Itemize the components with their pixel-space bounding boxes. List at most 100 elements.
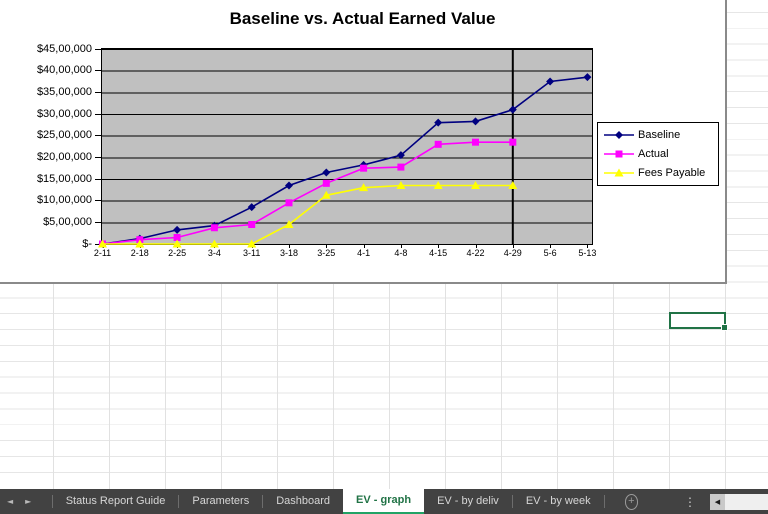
x-tick-mark bbox=[289, 244, 290, 248]
data-point-marker bbox=[471, 117, 480, 126]
data-point-marker bbox=[135, 239, 145, 248]
tab-separator bbox=[603, 495, 605, 508]
chart-legend[interactable]: Baseline Actual Fees Payable bbox=[597, 122, 719, 186]
selected-cell[interactable] bbox=[669, 312, 728, 331]
data-point-marker bbox=[397, 163, 405, 171]
x-tick-mark bbox=[363, 244, 365, 248]
data-point-marker bbox=[322, 179, 330, 187]
series-line-actual bbox=[102, 141, 513, 245]
tab-separator bbox=[51, 495, 53, 508]
data-point-marker bbox=[172, 239, 182, 248]
chart-object[interactable]: Baseline vs. Actual Earned Value $45,00,… bbox=[0, 0, 727, 284]
sheet-tab-ev-by-deliv[interactable]: EV - by deliv bbox=[437, 495, 499, 507]
x-tick-mark bbox=[587, 244, 589, 248]
sheet-tab-ev-by-week[interactable]: EV - by week bbox=[525, 495, 591, 507]
data-point-marker bbox=[509, 138, 517, 146]
y-tick-mark bbox=[95, 135, 102, 137]
data-point-marker bbox=[359, 183, 369, 192]
data-point-marker bbox=[614, 168, 624, 177]
legend-entry: Fees Payable bbox=[598, 164, 718, 182]
x-tick-label: 4-22 bbox=[466, 248, 485, 258]
series-line-fees-payable bbox=[102, 184, 513, 245]
x-tick-label: 3-18 bbox=[279, 248, 298, 258]
data-point-marker bbox=[284, 220, 294, 228]
data-point-marker bbox=[173, 225, 182, 234]
scrollbar-track[interactable] bbox=[725, 493, 768, 510]
x-tick-label: 5-6 bbox=[543, 248, 557, 258]
data-point-marker bbox=[433, 181, 443, 189]
data-point-marker bbox=[209, 239, 219, 248]
x-tick-label: 3-11 bbox=[243, 248, 261, 258]
data-point-marker bbox=[321, 190, 331, 199]
series-plot bbox=[98, 49, 592, 248]
x-tick-label: 5-13 bbox=[578, 248, 597, 258]
y-tick-mark bbox=[95, 91, 102, 93]
data-point-marker bbox=[285, 199, 293, 207]
data-point-marker bbox=[615, 130, 623, 139]
x-tick-label: 2-11 bbox=[93, 248, 112, 258]
tab-scroll-right-icon[interactable]: ► bbox=[25, 497, 32, 506]
x-tick-mark bbox=[550, 244, 552, 248]
data-point-marker bbox=[247, 203, 256, 212]
new-sheet-button[interactable]: + bbox=[624, 493, 638, 510]
data-point-marker bbox=[248, 221, 256, 228]
data-point-marker bbox=[508, 181, 518, 189]
fill-handle[interactable] bbox=[721, 324, 728, 331]
data-point-marker bbox=[583, 73, 592, 82]
x-tick-mark bbox=[438, 244, 440, 248]
data-point-marker bbox=[247, 239, 257, 248]
x-tick-label: 4-15 bbox=[429, 248, 448, 258]
y-tick-label: $15,00,000 bbox=[36, 172, 92, 185]
y-tick-mark bbox=[95, 70, 102, 72]
series-line-baseline bbox=[102, 76, 588, 245]
y-tick-label: $10,00,000 bbox=[36, 194, 92, 207]
y-tick-label: $- bbox=[82, 237, 92, 250]
sheet-tab-dashboard[interactable]: Dashboard bbox=[276, 495, 331, 507]
legend-entry: Actual bbox=[598, 145, 718, 163]
legend-label: Baseline bbox=[638, 128, 681, 141]
x-tick-label: 3-4 bbox=[207, 248, 221, 258]
data-point-marker bbox=[98, 239, 107, 248]
x-tick-label: 3-25 bbox=[317, 248, 336, 258]
tab-scroll-left-icon[interactable]: ◄ bbox=[7, 497, 14, 506]
x-tick-label: 4-1 bbox=[357, 248, 371, 258]
sheet-tabs: Status Report Guide Parameters Dashboard EV… bbox=[51, 489, 605, 514]
legend-marker-icon bbox=[604, 130, 634, 139]
y-tick-label: $5,00,000 bbox=[43, 215, 92, 228]
y-tick-label: $45,00,000 bbox=[36, 42, 92, 55]
x-tick-label: 4-8 bbox=[394, 248, 408, 258]
chart-title: Baseline vs. Actual Earned Value bbox=[229, 9, 496, 28]
data-point-marker bbox=[210, 224, 218, 232]
x-tick-label: 2-25 bbox=[168, 248, 187, 258]
legend-entry: Baseline bbox=[598, 126, 718, 144]
y-tick-mark bbox=[95, 156, 102, 158]
data-point-marker bbox=[434, 118, 443, 127]
data-point-marker bbox=[285, 181, 293, 190]
x-tick-mark bbox=[475, 244, 477, 248]
y-tick-label: $20,00,000 bbox=[36, 150, 92, 163]
data-point-marker bbox=[173, 234, 181, 241]
sheet-tab-parameters[interactable]: Parameters bbox=[192, 495, 250, 507]
sheet-tab-status-report-guide[interactable]: Status Report Guide bbox=[65, 495, 166, 507]
sheet-tab-bar: ◄ ► Status Report Guide Parameters Dashboa… bbox=[0, 489, 768, 514]
sheet-tab-ev-graph[interactable]: EV - graph bbox=[343, 489, 425, 514]
more-options-icon[interactable]: ⋮ bbox=[684, 494, 696, 509]
y-tick-mark bbox=[95, 243, 102, 245]
y-tick-label: $40,00,000 bbox=[36, 64, 92, 77]
legend-label: Fees Payable bbox=[638, 167, 706, 180]
legend-marker-icon bbox=[604, 150, 634, 158]
x-tick-mark bbox=[326, 244, 328, 248]
y-tick-mark bbox=[95, 48, 102, 50]
tab-separator bbox=[511, 495, 513, 508]
tab-nav: ◄ ► bbox=[0, 489, 52, 514]
legend-marker-icon bbox=[604, 168, 634, 177]
data-point-marker bbox=[396, 151, 405, 160]
scroll-left-icon[interactable]: ◀ bbox=[710, 493, 725, 510]
horizontal-scrollbar[interactable]: ◀ bbox=[710, 489, 768, 514]
plot-area[interactable] bbox=[98, 48, 593, 248]
x-tick-label: 2-18 bbox=[130, 248, 149, 258]
y-tick-label: $35,00,000 bbox=[36, 85, 92, 98]
x-tick-label: 4-29 bbox=[503, 248, 522, 258]
data-point-marker bbox=[396, 181, 406, 189]
y-tick-mark bbox=[95, 200, 102, 202]
